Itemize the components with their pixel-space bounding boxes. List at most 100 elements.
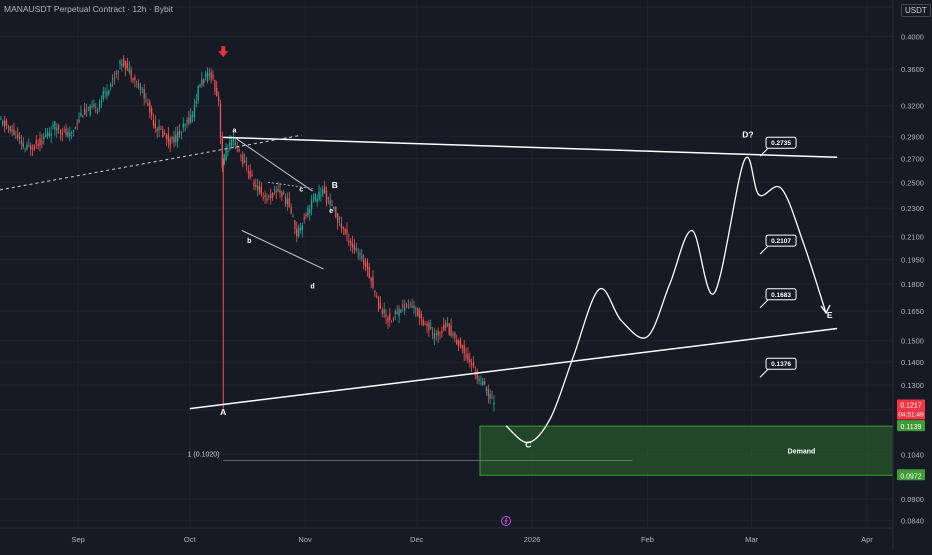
wave-label: b [247,238,251,245]
candle-body [260,186,263,195]
candle-body [394,311,396,314]
candle-body [249,170,251,178]
y-tick-label: 0.2100 [901,232,924,241]
candle-body [216,88,218,96]
candle-body [355,248,357,251]
candle-body [251,174,253,176]
candle-body [417,308,419,316]
candle-body [26,144,28,150]
candle-body [130,69,132,79]
candle-body [139,86,142,90]
candles-layer [0,55,495,412]
candle-body [46,132,49,137]
candle-body [392,317,395,319]
candle-body [132,78,134,81]
zone-price-tag [897,469,925,481]
candle-body [97,108,99,110]
candle-body [69,132,71,137]
candle-body [83,108,86,115]
candle-body [426,323,428,326]
candle-body [476,370,478,379]
candle-body [320,194,322,196]
candle-body [61,132,63,136]
candle-body [270,194,272,199]
candle-body [448,323,450,335]
candle-body [446,324,449,326]
candle-body [351,243,354,248]
candle-body [353,245,356,250]
y-tick-label: 0.1300 [901,381,924,390]
candle-body [469,359,471,363]
price-callout-box [765,288,797,301]
x-tick-label: Mar [745,535,758,544]
wave-label: B [332,180,338,190]
candle-body [169,138,171,146]
currency-button[interactable]: USDT [901,4,931,17]
candle-body [335,206,337,218]
candle-body [344,228,346,234]
candle-body [110,84,112,87]
price-callout-box [765,234,797,247]
zone-price-value: 0.1139 [901,424,922,431]
candle-body [31,147,34,150]
candle-body [30,145,32,150]
candle-body [422,319,424,326]
candle-body [208,74,210,76]
candle-body [106,91,108,97]
candle-body [350,241,352,245]
projection-path [505,156,827,444]
candle-body [487,389,490,397]
candle-body [450,325,452,336]
candle-body [28,145,30,147]
candle-body [108,90,110,95]
x-tick-label: Nov [298,535,312,544]
candle-body [379,303,382,309]
candle-body [54,121,56,130]
candle-body [268,195,270,197]
candle-body [247,171,250,174]
candle-body [39,138,41,146]
zone-price-tag [897,420,925,432]
candle-body [82,116,84,118]
candle-body [374,290,376,293]
x-tick-label: Sep [71,535,84,544]
candle-body [376,295,378,297]
candle-body [284,196,287,205]
candle-body [428,322,430,331]
y-tick-label: 0.4000 [901,33,924,42]
x-tick-label: Feb [641,535,654,544]
candle-body [389,313,391,320]
candle-body [390,321,393,323]
candle-body [405,303,408,307]
y-tick-label: 0.3600 [901,65,924,74]
candle-body [67,131,69,137]
wave-label: e [329,208,333,215]
candle-body [262,197,264,198]
candle-body [305,214,307,217]
candle-body [2,120,4,125]
candle-body [402,304,404,308]
candle-body [50,133,52,137]
candle-body [329,200,331,206]
y-tick-label: 0.1650 [901,307,924,316]
candle-body [338,217,341,219]
candle-body [372,277,374,288]
candle-body [398,308,400,317]
wave-label: A [220,407,226,417]
candle-body [15,137,17,139]
candle-body [281,191,283,197]
candle-body [483,381,486,385]
down-arrow-icon [218,46,229,58]
candle-body [78,119,80,122]
candle-body [171,136,173,139]
candle-body [441,330,443,334]
candle-body [156,129,158,132]
candle-body [221,136,223,169]
candle-body [424,324,426,326]
candle-body [5,120,8,126]
candle-body [437,331,439,336]
candle-body [223,154,225,165]
candle-body [9,126,11,132]
